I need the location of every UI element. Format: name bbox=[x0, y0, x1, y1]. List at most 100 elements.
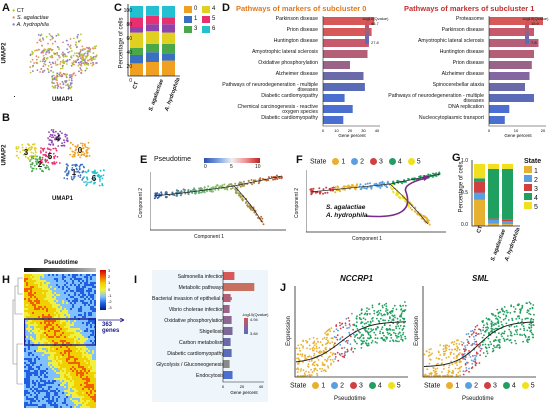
bar bbox=[489, 72, 530, 80]
panel-letter: J bbox=[280, 282, 287, 294]
pathway-label: Salmonella infection bbox=[177, 274, 224, 280]
pathway-label: Metabolic pathways bbox=[178, 285, 224, 291]
tick-label: 10 bbox=[514, 128, 519, 133]
tick-label: 40 bbox=[259, 384, 264, 389]
pathway-label: Huntington disease bbox=[439, 49, 484, 55]
x-axis-label: UMAP1 bbox=[52, 97, 74, 103]
pathway-label: Prion disease bbox=[286, 27, 318, 33]
y-axis-label: UMAP2 bbox=[1, 144, 8, 166]
y-axis-label: UMAP2 bbox=[1, 42, 8, 64]
bar bbox=[489, 105, 510, 113]
heatmap-title: Pseudotime bbox=[44, 260, 79, 266]
legend-item-a-hydrophila: ● A. hydrophila bbox=[12, 22, 49, 28]
legend: 0 4 1 5 3 6 bbox=[184, 6, 220, 42]
bar-segment bbox=[146, 31, 159, 44]
bar-segment bbox=[502, 219, 513, 221]
bar bbox=[489, 17, 543, 25]
panel-letter: G bbox=[452, 152, 461, 164]
bar bbox=[223, 338, 231, 346]
y-axis-label: Component 2 bbox=[138, 187, 145, 219]
bar-segment bbox=[162, 60, 175, 76]
pathway-label: DNA replication bbox=[448, 104, 484, 110]
x-axis-label: UMAP1 bbox=[52, 196, 74, 202]
tick-label: 0 bbox=[322, 128, 325, 133]
panel-letter: I bbox=[134, 274, 138, 286]
bar bbox=[223, 305, 230, 313]
panel-a: A ● CT ● S. agalactiae ● A. hydrophila U… bbox=[0, 0, 110, 110]
state-legend: State 1 2 3 4 5 bbox=[290, 382, 401, 390]
legend-title: -log10(Qvalue) bbox=[362, 16, 389, 21]
bar-segment bbox=[130, 48, 143, 55]
panel-j: J NCCRP1 SML Expression Expression Pseud… bbox=[278, 270, 550, 410]
pathway-label: Diabetic cardiomyopathy bbox=[261, 115, 318, 121]
panel-f: F State 1 2 3 4 5 S. agalactiae A. hydro… bbox=[294, 148, 450, 248]
pathway-label: Parkinson disease bbox=[441, 27, 484, 33]
bar-segment bbox=[130, 63, 143, 76]
panel-letter: F bbox=[296, 154, 303, 166]
pathway-label: Diabetic cardiomyopathy bbox=[261, 93, 318, 99]
bar bbox=[489, 50, 534, 58]
pathway-label: Shigellosis bbox=[199, 329, 224, 335]
state-legend: State 1 2 3 4 5 bbox=[310, 158, 421, 166]
bar-segment bbox=[474, 200, 485, 226]
bar-segment bbox=[162, 32, 175, 44]
x-axis-label: Component 1 bbox=[352, 236, 383, 242]
tick-label: 30 bbox=[361, 128, 366, 133]
bar bbox=[323, 39, 369, 47]
bar bbox=[223, 272, 235, 280]
panel-letter: H bbox=[2, 274, 10, 286]
x-axis-label: Gene percent bbox=[504, 133, 532, 138]
bar bbox=[323, 61, 350, 69]
state-trajectory-plot bbox=[306, 170, 446, 233]
pathway-label: Amyotrophic lateral sclerosis bbox=[417, 38, 484, 44]
bar bbox=[223, 371, 233, 379]
color-scale-left bbox=[365, 22, 369, 44]
cluster-label: 0 bbox=[78, 146, 83, 155]
bar-chart-right: Proteasome Parkinson disease Amyotrophic l… bbox=[388, 16, 550, 140]
pathway-label: Oxidative phosphorylation bbox=[164, 318, 224, 324]
panel-g: G Percentage of cells 0.0 0.5 1.0 CT S. … bbox=[452, 152, 542, 263]
pseudotime-bar bbox=[24, 268, 96, 272]
panel-letter: D bbox=[222, 2, 230, 14]
bar-segment bbox=[130, 55, 143, 64]
bar bbox=[323, 116, 344, 124]
bar-segment bbox=[162, 43, 175, 54]
color-scale bbox=[244, 318, 248, 334]
legend-title: Pseudotime bbox=[154, 156, 191, 163]
x-axis-label: Component 1 bbox=[194, 234, 225, 240]
bar-segment bbox=[474, 181, 485, 193]
legend-item-s-agalactiae: ● S. agalactiae bbox=[12, 15, 49, 21]
bar bbox=[489, 116, 505, 124]
tick-label: 0 bbox=[488, 128, 491, 133]
cluster-label: 3 bbox=[24, 148, 29, 157]
bar-segment bbox=[130, 17, 143, 27]
bar bbox=[223, 283, 255, 291]
pathway-label: Glycolysis / Gluconeogenesis bbox=[156, 362, 224, 368]
heatmap-color-scale bbox=[100, 270, 106, 310]
cluster-label: 4 bbox=[56, 134, 61, 143]
pathway-label: Vibrio cholerae infection bbox=[168, 307, 224, 313]
bar bbox=[323, 72, 364, 80]
panel-letter: A bbox=[2, 2, 10, 14]
panel-e: E Pseudotime 0 5 10 Component 1 Componen… bbox=[138, 148, 290, 248]
bar-segment bbox=[130, 32, 143, 48]
pathway-label: Endocytosis bbox=[196, 373, 224, 379]
pathway-label: Pathways of neurodegeneration - multiple… bbox=[388, 93, 484, 104]
bar bbox=[323, 28, 372, 36]
bar-segment bbox=[162, 17, 175, 25]
annotation-s-agalactiae: S. agalactiae bbox=[326, 204, 366, 211]
expression-plot-sml bbox=[422, 286, 536, 378]
pathway-label: Oxidative phosphorylation bbox=[258, 60, 318, 66]
x-axis-label: Pseudotime bbox=[462, 396, 494, 402]
panel-h: H Pseudotime 3 2 1 0 -1 -2 -3 363 genes bbox=[0, 256, 130, 410]
bar-segment bbox=[146, 43, 159, 53]
bar-segment bbox=[502, 164, 513, 169]
dendrogram bbox=[12, 277, 23, 385]
gene-title-nccrp1: NCCRP1 bbox=[340, 274, 373, 283]
pathway-label: Diabetic cardiomyopathy bbox=[167, 351, 224, 357]
expression-plot-nccrp1 bbox=[294, 286, 408, 378]
bar-segment bbox=[502, 224, 513, 226]
x-axis-label: Gene percent bbox=[230, 390, 258, 395]
bar-segment bbox=[162, 6, 175, 18]
